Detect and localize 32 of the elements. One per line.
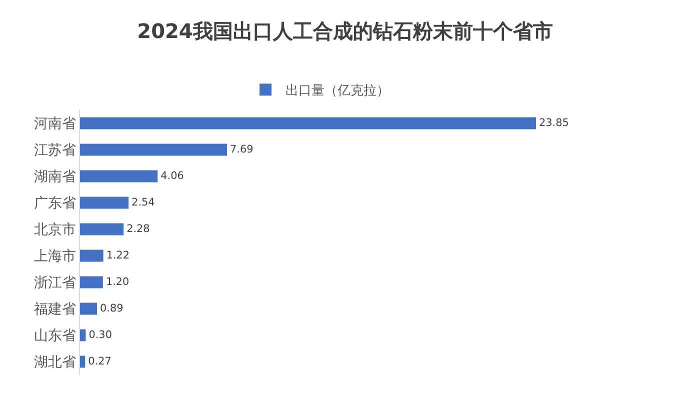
y-tick-label: 河南省 xyxy=(34,116,76,132)
bar xyxy=(80,276,103,288)
data-label: 1.20 xyxy=(106,276,130,288)
bar xyxy=(80,356,86,368)
bar xyxy=(80,196,129,209)
data-label: 7.69 xyxy=(230,144,254,156)
data-label: 23.85 xyxy=(539,117,569,130)
legend-label: 出口量（亿克拉） xyxy=(286,84,390,99)
y-tick-label: 上海市 xyxy=(34,248,76,265)
bar xyxy=(80,329,86,342)
bar xyxy=(80,170,158,182)
y-tick-label: 广东省 xyxy=(34,196,76,212)
bar xyxy=(80,144,228,156)
y-tick-label: 湖北省 xyxy=(34,354,76,371)
bar xyxy=(80,250,104,262)
bar xyxy=(80,117,536,130)
data-label: 4.06 xyxy=(160,170,184,182)
bar xyxy=(80,302,98,315)
data-label: 2.54 xyxy=(132,196,156,209)
y-tick-label: 江苏省 xyxy=(34,142,76,159)
y-tick-label: 浙江省 xyxy=(34,275,76,292)
y-tick-label: 北京市 xyxy=(34,222,76,238)
y-tick-label: 福建省 xyxy=(34,302,76,318)
data-label: 0.89 xyxy=(100,302,124,315)
y-tick-label: 湖南省 xyxy=(34,169,76,186)
data-label: 2.28 xyxy=(126,223,150,236)
data-label: 1.22 xyxy=(106,250,130,262)
data-label: 0.30 xyxy=(88,329,112,342)
data-label: 0.27 xyxy=(88,356,112,368)
bar xyxy=(80,223,124,236)
chart-title: 2024我国出口人工合成的钻石粉末前十个省市 xyxy=(137,19,553,43)
y-tick-label: 山东省 xyxy=(34,328,76,344)
